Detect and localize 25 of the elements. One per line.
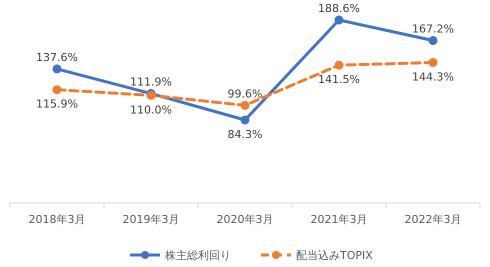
x-tick-label: 2019年3月 xyxy=(122,213,180,226)
data-label: 84.3% xyxy=(228,128,262,141)
point xyxy=(240,116,250,124)
point xyxy=(334,16,344,24)
data-label: 167.2% xyxy=(412,22,454,36)
x-tick-label: 2020年3月 xyxy=(216,213,274,226)
point xyxy=(52,85,62,94)
data-label: 110.0% xyxy=(130,103,172,116)
point xyxy=(428,36,438,46)
x-tick-label: 2022年3月 xyxy=(404,213,462,226)
legend-label: 配当込みTOPIX xyxy=(296,249,374,262)
point xyxy=(334,60,344,70)
data-label: 144.3% xyxy=(412,70,454,84)
data-label: 111.9% xyxy=(130,76,172,89)
point xyxy=(240,100,250,110)
point xyxy=(428,58,438,67)
data-label: 141.5% xyxy=(318,73,360,86)
point xyxy=(52,64,62,74)
data-label: 137.6% xyxy=(36,50,78,64)
data-label: 188.6% xyxy=(318,2,360,15)
x-tick-label: 2018年3月 xyxy=(28,213,86,226)
data-label: 115.9% xyxy=(36,98,78,111)
legend-label: 株主総利回り xyxy=(164,249,231,262)
x-tick-label: 2021年3月 xyxy=(310,213,368,226)
data-label: 99.6% xyxy=(228,87,262,100)
